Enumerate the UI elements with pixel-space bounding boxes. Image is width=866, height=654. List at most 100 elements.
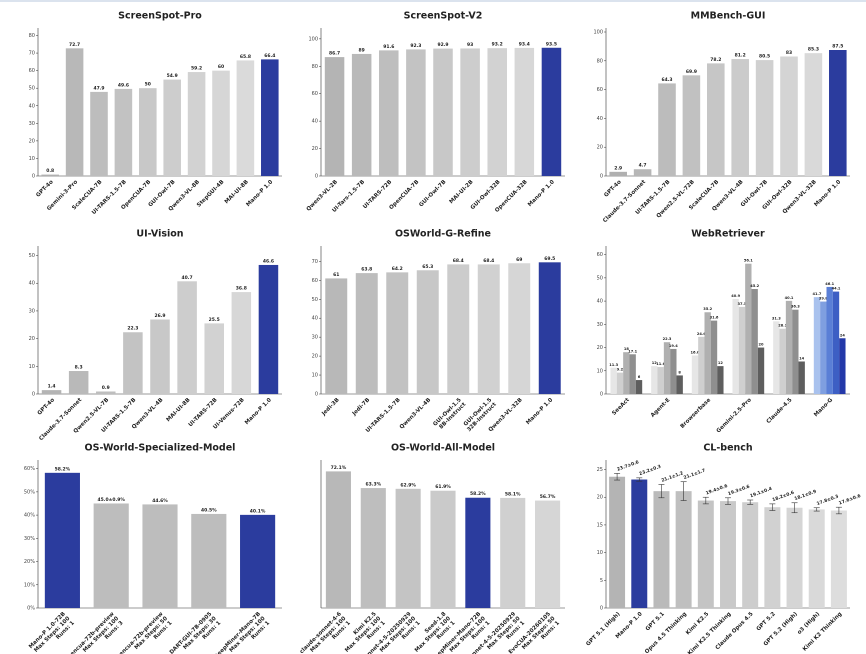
value-label: 2.9 — [614, 165, 622, 171]
y-tick-label: 10% — [24, 582, 35, 588]
value-label: 59.2 — [191, 66, 202, 72]
bar — [610, 367, 617, 394]
y-tick-label: 40 — [312, 316, 318, 322]
bar — [792, 309, 799, 394]
bar — [65, 48, 84, 176]
y-tick-label: 20 — [597, 495, 603, 501]
value-label: 69.5 — [544, 256, 555, 262]
bar — [236, 60, 255, 177]
value-label: 0.8 — [46, 168, 54, 174]
bar — [41, 390, 62, 394]
bar — [325, 278, 348, 394]
value-label: 62.9% — [400, 482, 416, 488]
y-tick-label: 30 — [29, 308, 35, 314]
value-label: 63.8 — [361, 267, 372, 273]
bar — [538, 262, 561, 394]
y-tick-label: 0% — [27, 606, 35, 612]
bar — [204, 323, 224, 394]
bar — [324, 57, 345, 177]
y-tick-label: 0 — [600, 174, 603, 180]
value-label: 89 — [359, 47, 365, 53]
bar — [808, 509, 825, 608]
value-label: 44.1 — [832, 287, 841, 291]
bar — [670, 348, 677, 394]
value-label: 63.3% — [365, 482, 381, 488]
chart-title: ScreenSpot-V2 — [404, 11, 483, 22]
value-label: 20 — [759, 343, 765, 347]
y-tick-label: 25 — [597, 467, 603, 473]
value-label: 17.1 — [628, 349, 637, 353]
y-tick-label: 60 — [597, 87, 603, 93]
y-tick-label: 10 — [597, 550, 603, 556]
value-label: 37.5 — [738, 302, 747, 306]
bar — [704, 312, 711, 394]
value-label: 60 — [218, 64, 224, 70]
bar — [623, 352, 630, 394]
bar — [804, 53, 823, 176]
bar — [416, 270, 439, 394]
bar — [379, 50, 399, 176]
bar — [691, 355, 699, 394]
bar — [187, 72, 206, 176]
value-label: 92.3 — [410, 43, 421, 49]
bar — [351, 53, 372, 176]
bar — [212, 70, 230, 176]
bar — [653, 491, 670, 608]
bar — [682, 75, 701, 176]
bar — [830, 510, 847, 608]
bar — [508, 263, 531, 394]
value-label: 45.0±0.9% — [98, 497, 126, 503]
chart-panel: MMBench-GUI0204060801002.9GPT-4o4.7Claud… — [593, 11, 850, 224]
bar — [698, 336, 705, 394]
bar — [757, 347, 765, 394]
bar — [820, 301, 827, 394]
value-label: 64.3 — [661, 77, 672, 83]
value-label: 0.9 — [102, 385, 110, 391]
bar — [460, 48, 480, 177]
y-tick-label: 20 — [312, 146, 318, 152]
y-tick-label: 40 — [312, 119, 318, 125]
bar — [406, 49, 426, 176]
bar — [114, 88, 133, 176]
value-label: 46.1 — [825, 282, 834, 286]
y-tick-label: 40% — [24, 513, 35, 519]
y-tick-label: 0 — [315, 174, 318, 180]
y-tick-label: 40 — [597, 116, 603, 122]
chart-title: ScreenSpot-Pro — [118, 11, 202, 22]
value-label: 83 — [786, 50, 792, 56]
value-label: 72.7 — [69, 42, 80, 48]
value-label: 8.3 — [75, 365, 83, 371]
bar — [658, 83, 676, 176]
bar — [631, 479, 648, 608]
y-tick-label: 60 — [312, 278, 318, 284]
value-label: 45.2 — [750, 284, 759, 288]
value-label: 81.2 — [735, 53, 746, 59]
value-label: 61.9% — [435, 484, 451, 490]
value-label: 40.1% — [250, 508, 266, 514]
bar — [240, 514, 276, 608]
value-label: 40.7 — [182, 275, 193, 281]
bar — [675, 491, 692, 608]
y-tick-label: 0 — [32, 392, 35, 398]
bar — [41, 174, 59, 176]
bar — [258, 264, 279, 394]
y-tick-label: 20 — [312, 354, 318, 360]
bar — [90, 91, 108, 176]
bar — [261, 59, 279, 176]
value-label: 31.6 — [710, 316, 719, 320]
value-label: 9.2 — [617, 368, 624, 372]
chart-title: WebRetriever — [691, 229, 765, 240]
bar — [609, 476, 626, 608]
chart-title: OSWorld-G-Refine — [395, 229, 491, 240]
value-label: 40.1 — [785, 296, 794, 300]
bar — [745, 263, 752, 394]
value-label: 93.2 — [492, 42, 503, 48]
value-label: 92.9 — [437, 42, 448, 48]
value-label: 68.4 — [483, 258, 494, 264]
y-tick-label: 10 — [312, 373, 318, 379]
value-label: 26.9 — [154, 313, 165, 319]
bar — [191, 513, 227, 608]
value-label: 24.6 — [697, 332, 706, 336]
value-label: 66.4 — [264, 53, 275, 59]
value-label: 18 — [624, 347, 630, 351]
